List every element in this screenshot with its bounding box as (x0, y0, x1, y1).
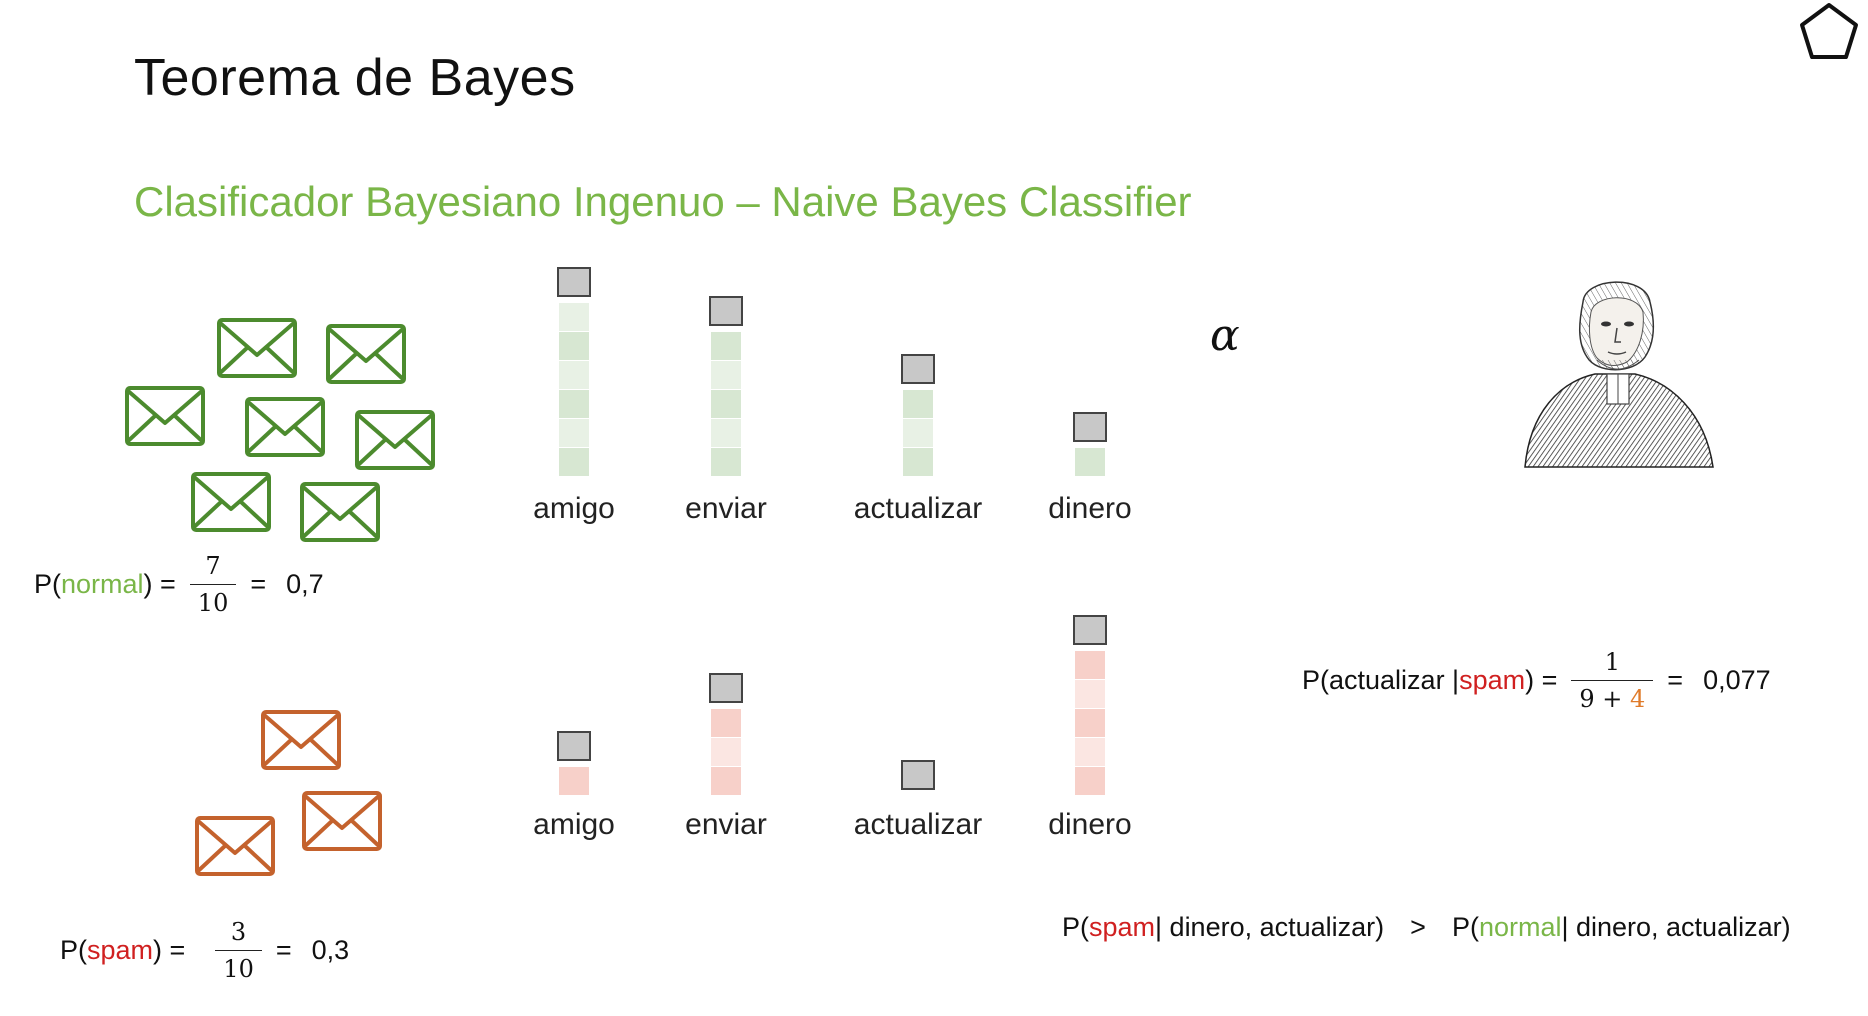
cmp-right-class: normal (1478, 912, 1562, 942)
p-act-class: spam (1459, 665, 1526, 695)
frequency-cell (559, 361, 589, 389)
p-act-prefix: P(actualizar | (1302, 665, 1460, 695)
p-spam-suffix: ) = (153, 935, 186, 965)
frequency-cell (559, 390, 589, 418)
envelope-icon (302, 791, 382, 851)
frequency-cell (1075, 738, 1105, 766)
word-token-box (1073, 412, 1107, 442)
envelope-icon (245, 397, 325, 457)
word-label: actualizar (853, 808, 983, 841)
word-token-box (709, 296, 743, 326)
frequency-cell (711, 767, 741, 795)
frequency-cell (711, 361, 741, 389)
frequency-cell (559, 419, 589, 447)
p-spam-result: 0,3 (311, 935, 350, 965)
p-act-suffix: ) = (1525, 665, 1558, 695)
cmp-left-prefix: P( (1062, 912, 1089, 942)
p-act-equals: = (1667, 665, 1684, 695)
word-label: actualizar (853, 492, 983, 525)
frequency-cell (559, 448, 589, 476)
envelope-icon (217, 318, 297, 378)
p-normal-denominator: 10 (197, 589, 229, 617)
word-label: amigo (533, 808, 615, 841)
p-normal-fraction: 7 10 (189, 552, 237, 617)
frequency-cell (711, 390, 741, 418)
fraction-bar (1571, 680, 1654, 681)
p-act-numerator: 1 (1604, 648, 1620, 676)
frequency-cell (903, 448, 933, 476)
frequency-cell (711, 332, 741, 360)
p-normal-formula: P(normal) = 7 10 = 0,7 (34, 552, 324, 617)
word-label: enviar (685, 492, 767, 525)
frequency-cell (711, 448, 741, 476)
posterior-comparison: P(spam | dinero, actualizar) > P(normal … (1062, 912, 1791, 943)
frequency-cell (711, 709, 741, 737)
word-label: dinero (1048, 808, 1132, 841)
word-label: enviar (685, 808, 767, 841)
p-normal-class: normal (61, 569, 144, 599)
p-spam-class: spam (87, 935, 154, 965)
p-spam-fraction: 3 10 (215, 918, 262, 983)
envelope-icon (355, 410, 435, 470)
frequency-cell (1075, 680, 1105, 708)
p-normal-numerator: 7 (205, 552, 221, 580)
cmp-left-suffix: | dinero, actualizar) (1155, 912, 1385, 942)
word-token-box (709, 673, 743, 703)
word-token-box (557, 267, 591, 297)
envelope-icon (195, 816, 275, 876)
word-label: dinero (1048, 492, 1132, 525)
cmp-right-suffix: | dinero, actualizar) (1561, 912, 1791, 942)
p-spam-prefix: P( (60, 935, 87, 965)
word-token-box (557, 731, 591, 761)
envelope-icon (191, 472, 271, 532)
frequency-cell (559, 332, 589, 360)
p-act-denominator: 9 + 4 (1571, 685, 1653, 713)
envelope-icon (326, 324, 406, 384)
cmp-left-class: spam (1089, 912, 1156, 942)
cmp-right-prefix: P( (1451, 912, 1479, 942)
thomas-bayes-portrait (1524, 281, 1714, 468)
frequency-cell (559, 303, 589, 331)
p-act-denominator-alpha: 4 (1630, 685, 1646, 713)
envelope-icon (125, 386, 205, 446)
p-normal-result: 0,7 (286, 569, 324, 599)
frequency-cell (1075, 448, 1105, 476)
frequency-cell (1075, 767, 1105, 795)
p-act-denominator-a: 9 + (1579, 685, 1631, 713)
frequency-cell (1075, 651, 1105, 679)
p-normal-prefix: P( (34, 569, 61, 599)
pentagon-icon[interactable] (1796, 0, 1862, 62)
envelope-icon (300, 482, 380, 542)
frequency-cell (1075, 709, 1105, 737)
alpha-symbol: α (1210, 310, 1240, 361)
p-spam-numerator: 3 (230, 918, 247, 946)
p-spam-equals: = (275, 935, 292, 965)
p-spam-formula: P(spam) = 3 10 = 0,3 (60, 918, 349, 983)
frequency-cell (559, 767, 589, 795)
fraction-bar (189, 584, 237, 585)
slide-title: Teorema de Bayes (134, 49, 576, 107)
slide-subtitle: Clasificador Bayesiano Ingenuo – Naive B… (134, 178, 1192, 225)
p-spam-denominator: 10 (223, 955, 254, 983)
p-actualizar-given-spam-formula: P(actualizar | spam) = 1 9 + 4 = 0,077 (1302, 648, 1771, 713)
p-act-result: 0,077 (1703, 665, 1771, 695)
envelope-icon (261, 710, 341, 770)
p-normal-suffix: ) = (143, 569, 176, 599)
word-token-box (901, 760, 935, 790)
p-normal-equals: = (250, 569, 267, 599)
word-token-box (1073, 615, 1107, 645)
frequency-cell (903, 390, 933, 418)
fraction-bar (215, 950, 262, 951)
p-act-fraction: 1 9 + 4 (1571, 648, 1654, 713)
word-token-box (901, 354, 935, 384)
frequency-cell (903, 419, 933, 447)
cmp-operator: > (1410, 912, 1426, 942)
frequency-cell (711, 738, 741, 766)
frequency-cell (711, 419, 741, 447)
word-label: amigo (533, 492, 615, 525)
